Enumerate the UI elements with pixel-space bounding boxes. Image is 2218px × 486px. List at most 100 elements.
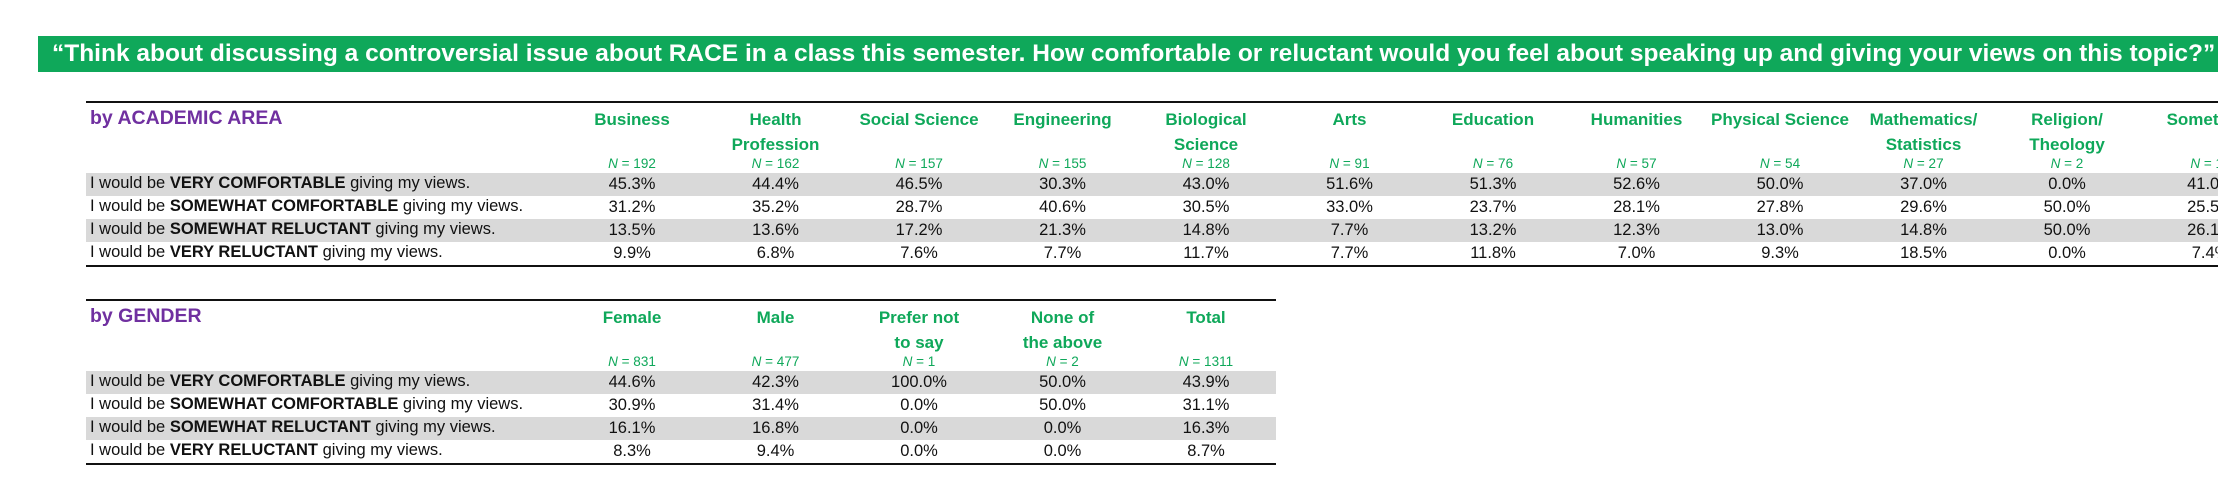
- column-header: Biological Science: [1136, 107, 1276, 157]
- sample-size-value: = 831: [622, 354, 656, 369]
- row-label-prefix: I would be: [90, 197, 170, 215]
- sample-size-value: = 155: [1052, 156, 1086, 171]
- sample-size: N = 57: [1567, 156, 1707, 171]
- percent-cell: 6.8%: [706, 244, 846, 263]
- table-row: I would be VERY COMFORTABLE giving my vi…: [86, 173, 2218, 196]
- row-label-prefix: I would be: [90, 174, 170, 192]
- percent-cell: 46.5%: [849, 175, 989, 194]
- row-label-emphasis: VERY RELUCTANT: [170, 243, 318, 261]
- column-header-line1: Total: [1136, 305, 1276, 330]
- sample-size: N = 27: [1854, 156, 1994, 171]
- table-row: I would be SOMEWHAT RELUCTANT giving my …: [86, 219, 2218, 242]
- percent-cell: 13.0%: [1710, 221, 1850, 240]
- column-header: Physical Science: [1710, 107, 1850, 132]
- sample-size: N = 54: [1710, 156, 1850, 171]
- sample-size-value: = 157: [909, 156, 943, 171]
- row-label: I would be VERY RELUCTANT giving my view…: [90, 441, 443, 460]
- percent-cell: 0.0%: [849, 396, 989, 415]
- column-header-line1: Prefer not: [849, 305, 989, 330]
- column-header: Religion/Theology: [1997, 107, 2137, 157]
- percent-cell: 16.1%: [562, 419, 702, 438]
- sample-size: N = 162: [706, 156, 846, 171]
- row-label-suffix: giving my views.: [371, 418, 496, 436]
- percent-cell: 7.7%: [1280, 221, 1420, 240]
- percent-cell: 51.3%: [1423, 175, 1563, 194]
- sample-size-value: = 162: [765, 156, 799, 171]
- percent-cell: 16.3%: [1136, 419, 1276, 438]
- sample-size: N = 1311: [1136, 354, 1276, 369]
- column-header: Something: [2141, 107, 2218, 132]
- row-label-emphasis: SOMEWHAT COMFORTABLE: [170, 395, 399, 413]
- percent-cell: 13.5%: [562, 221, 702, 240]
- sample-size-value: = 192: [622, 156, 656, 171]
- row-label-prefix: I would be: [90, 372, 170, 390]
- row-label-prefix: I would be: [90, 220, 170, 238]
- row-label-suffix: giving my views.: [318, 441, 443, 459]
- row-label-prefix: I would be: [90, 243, 170, 261]
- column-header-line2: Science: [1136, 132, 1276, 157]
- percent-cell: 8.3%: [562, 442, 702, 461]
- column-header-line2: to say: [849, 330, 989, 355]
- percent-cell: 50.0%: [1997, 198, 2137, 217]
- table-header: by GENDER Female N = 831 Male N = 477 Prefer …: [86, 301, 1276, 371]
- row-label-emphasis: SOMEWHAT RELUCTANT: [170, 418, 371, 436]
- percent-cell: 42.3%: [706, 373, 846, 392]
- column-header-line1: Health: [706, 107, 846, 132]
- percent-cell: 0.0%: [1997, 175, 2137, 194]
- sample-size: N = 157: [849, 156, 989, 171]
- percent-cell: 16.8%: [706, 419, 846, 438]
- row-label: I would be VERY COMFORTABLE giving my vi…: [90, 372, 470, 391]
- row-label-suffix: giving my views.: [398, 197, 523, 215]
- percent-cell: 25.5%: [2141, 198, 2218, 217]
- column-header-line1: Mathematics/: [1854, 107, 1994, 132]
- percent-cell: 12.3%: [1567, 221, 1707, 240]
- column-header-line2: Statistics: [1854, 132, 1994, 157]
- academic-area-table: by ACADEMIC AREA Business N = 192 Health Pro…: [86, 101, 2218, 267]
- sample-size: N = 831: [562, 354, 702, 369]
- percent-cell: 0.0%: [849, 442, 989, 461]
- row-label-emphasis: SOMEWHAT COMFORTABLE: [170, 197, 399, 215]
- gender-table: by GENDER Female N = 831 Male N = 477 Prefer …: [86, 299, 1276, 465]
- percent-cell: 23.7%: [1423, 198, 1563, 217]
- percent-cell: 14.8%: [1854, 221, 1994, 240]
- percent-cell: 26.1%: [2141, 221, 2218, 240]
- table-row: I would be SOMEWHAT COMFORTABLE giving m…: [86, 394, 1276, 417]
- percent-cell: 41.0%: [2141, 175, 2218, 194]
- table-row: I would be VERY RELUCTANT giving my view…: [86, 242, 2218, 267]
- percent-cell: 11.8%: [1423, 244, 1563, 263]
- column-header: Humanities: [1567, 107, 1707, 132]
- sample-size: N = 1: [849, 354, 989, 369]
- row-label-suffix: giving my views.: [318, 243, 443, 261]
- column-header-line1: None of: [993, 305, 1133, 330]
- sample-size-value: = 76: [1486, 156, 1513, 171]
- sample-size-value: = 128: [1196, 156, 1230, 171]
- percent-cell: 30.9%: [562, 396, 702, 415]
- row-label-emphasis: VERY COMFORTABLE: [170, 174, 346, 192]
- percent-cell: 7.7%: [993, 244, 1133, 263]
- column-header: Mathematics/Statistics: [1854, 107, 1994, 157]
- row-label-prefix: I would be: [90, 418, 170, 436]
- percent-cell: 51.6%: [1280, 175, 1420, 194]
- column-header-line1: Female: [562, 305, 702, 330]
- percent-cell: 14.8%: [1136, 221, 1276, 240]
- percent-cell: 31.2%: [562, 198, 702, 217]
- row-label-emphasis: VERY RELUCTANT: [170, 441, 318, 459]
- column-header: Total: [1136, 305, 1276, 330]
- percent-cell: 7.0%: [1567, 244, 1707, 263]
- percent-cell: 33.0%: [1280, 198, 1420, 217]
- row-label-suffix: giving my views.: [398, 395, 523, 413]
- row-label: I would be SOMEWHAT COMFORTABLE giving m…: [90, 197, 523, 216]
- row-label: I would be SOMEWHAT RELUCTANT giving my …: [90, 418, 496, 437]
- percent-cell: 28.1%: [1567, 198, 1707, 217]
- question-title-banner: “Think about discussing a controversial …: [38, 36, 2218, 72]
- sample-size-value: = 1: [916, 354, 935, 369]
- row-label-suffix: giving my views.: [346, 174, 471, 192]
- row-label-emphasis: VERY COMFORTABLE: [170, 372, 346, 390]
- column-header-line1: Something: [2141, 107, 2218, 132]
- column-header: Social Science: [849, 107, 989, 132]
- percent-cell: 8.7%: [1136, 442, 1276, 461]
- percent-cell: 40.6%: [993, 198, 1133, 217]
- percent-cell: 9.4%: [706, 442, 846, 461]
- percent-cell: 29.6%: [1854, 198, 1994, 217]
- row-label-prefix: I would be: [90, 395, 170, 413]
